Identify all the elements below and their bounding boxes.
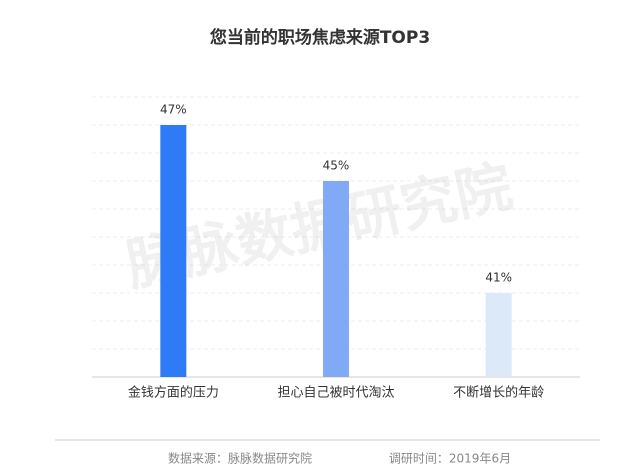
- chart-title: 您当前的职场焦虑来源TOP3: [210, 27, 430, 48]
- x-tick-label: 担心自己被时代淘汰: [277, 386, 394, 401]
- bar: [485, 293, 512, 377]
- value-label: 41%: [485, 271, 512, 285]
- bar: [160, 125, 187, 377]
- bar: [323, 181, 349, 377]
- value-label: 47%: [160, 103, 187, 117]
- x-tick-label: 不断增长的年龄: [453, 385, 544, 401]
- source: 数据来源：脉脉数据研究院: [168, 451, 312, 466]
- value-label: 45%: [323, 159, 350, 173]
- x-tick-label: 金钱方面的压力: [128, 385, 219, 401]
- survey-time: 调研时间：2019年6月: [389, 452, 511, 466]
